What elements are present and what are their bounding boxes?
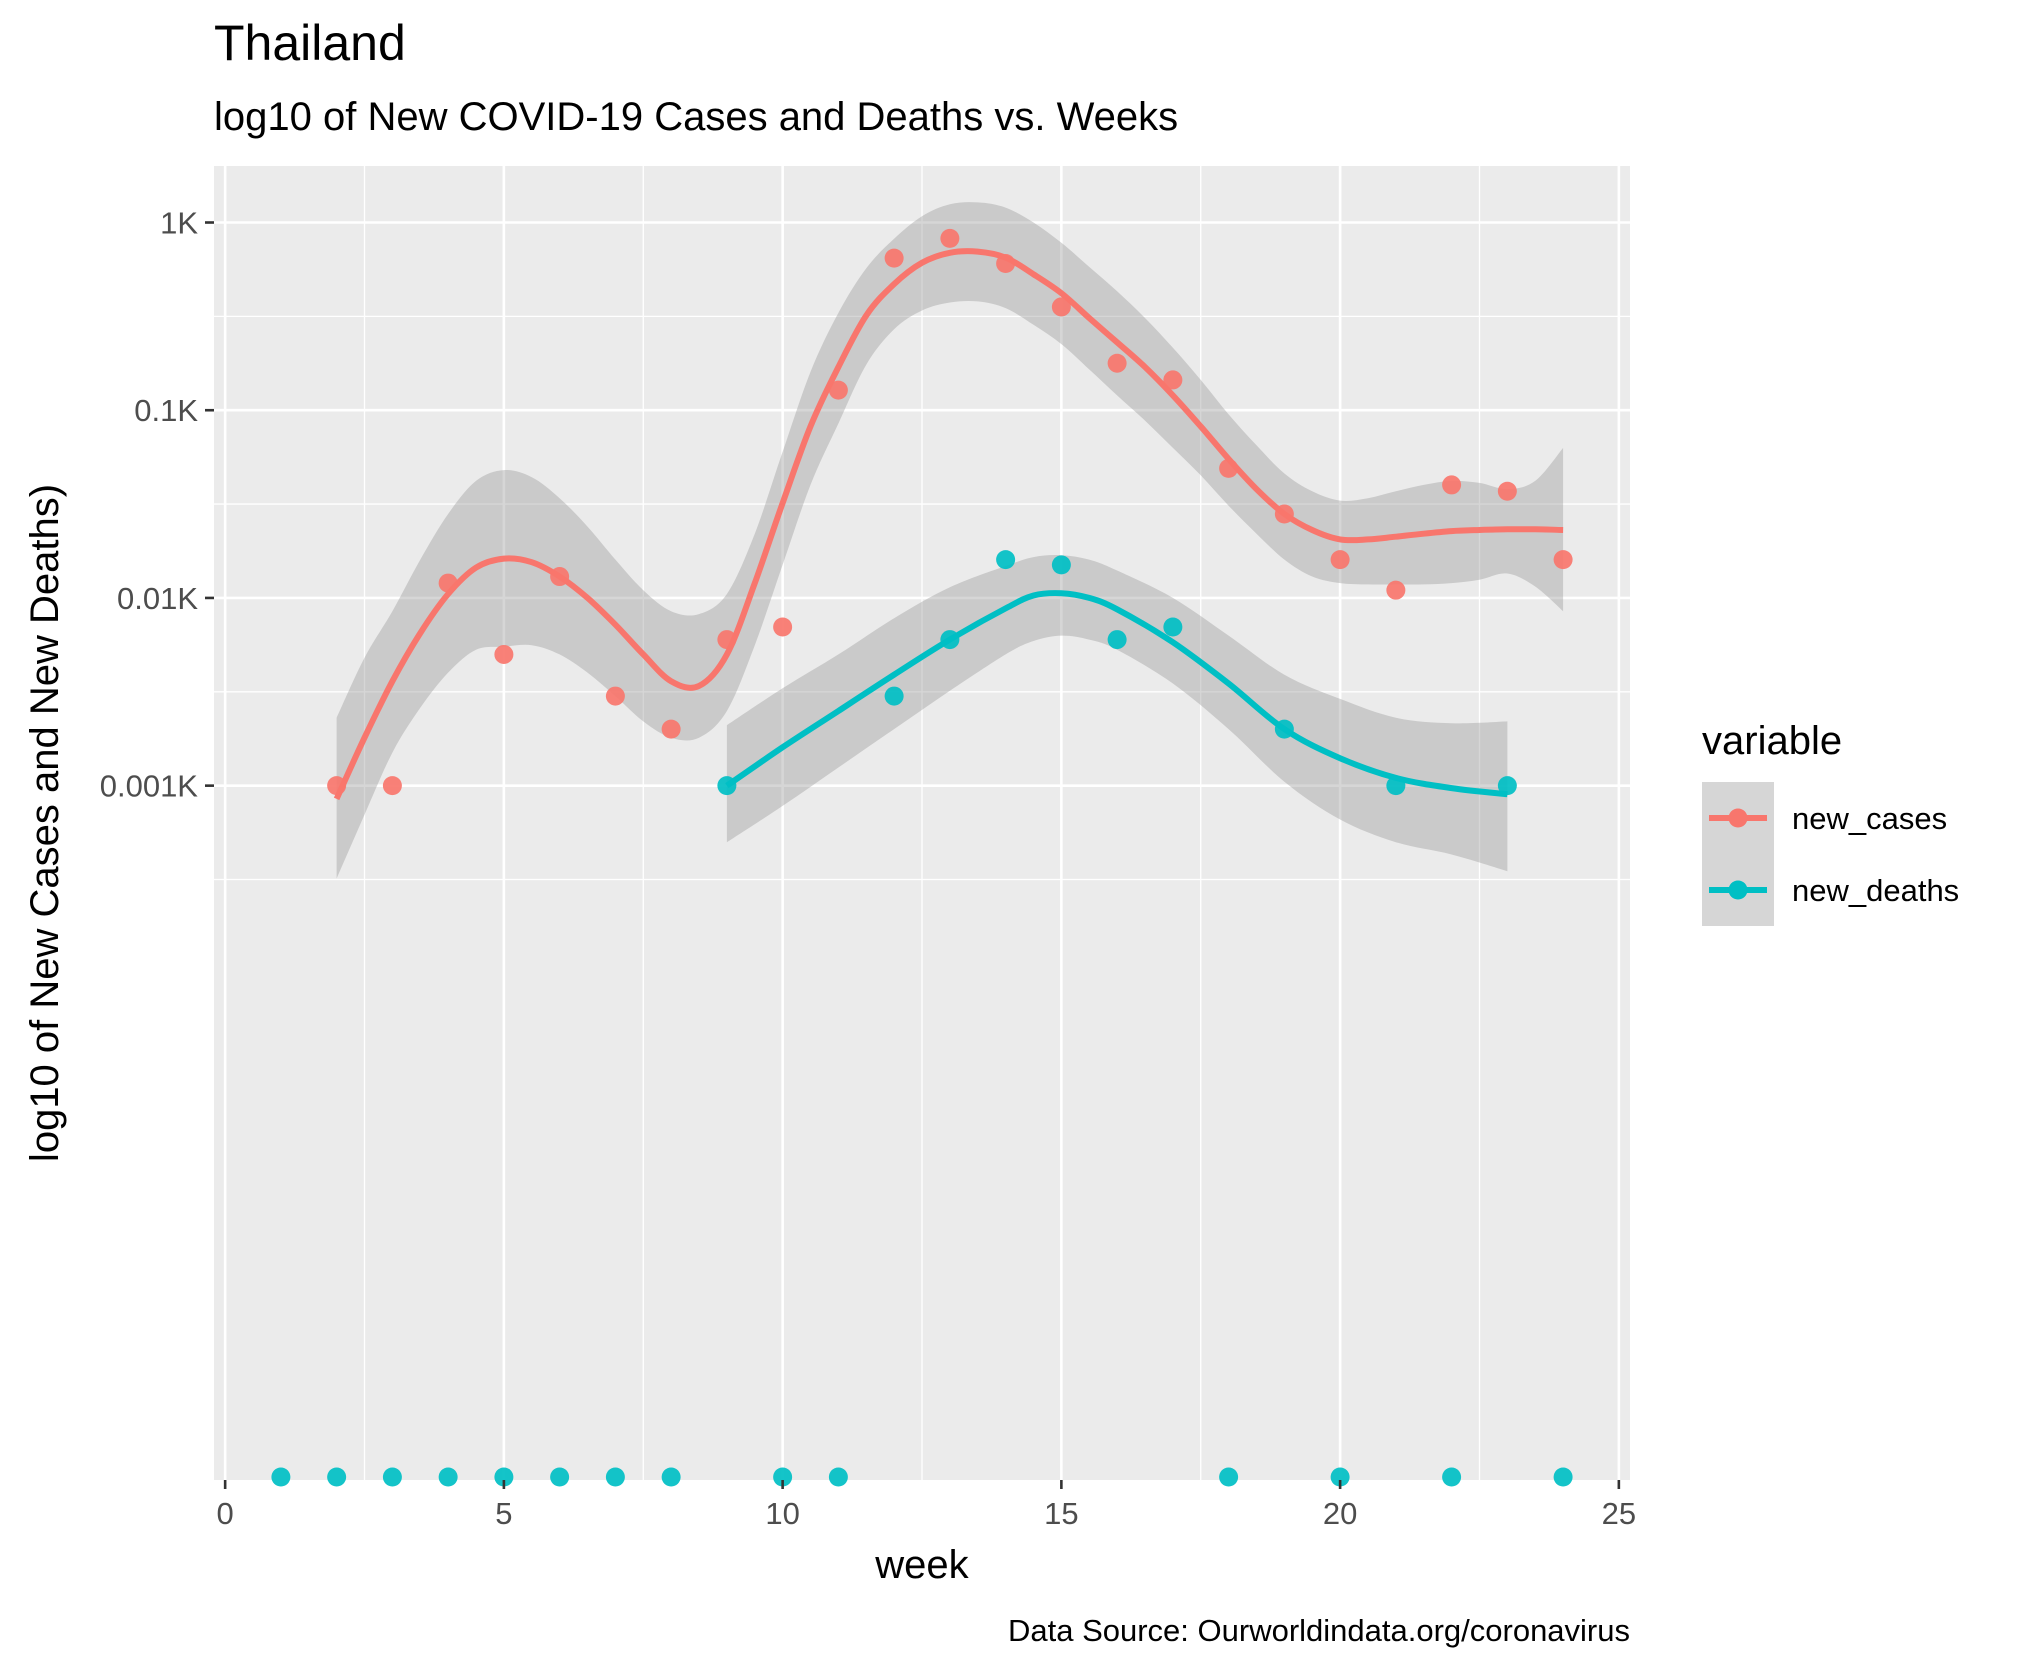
legend-title: variable <box>1702 719 1842 763</box>
smooth-lines <box>333 248 1564 801</box>
y-tick-label: 0.001K <box>100 769 199 804</box>
x-axis-title: week <box>874 1543 969 1587</box>
y-axis: 0.001K 0.01K 0.1K 1K <box>100 206 214 804</box>
new_cases-point <box>605 686 625 706</box>
new_cases-point <box>1219 458 1239 478</box>
new_cases-point <box>773 617 793 637</box>
new_cases-point <box>1107 353 1127 373</box>
new_cases-point <box>494 644 514 664</box>
new_cases-point <box>884 248 904 268</box>
new_cases-legend-label: new_cases <box>1792 801 1947 836</box>
data-points <box>271 228 1573 1487</box>
y-tick-label: 1K <box>160 206 198 241</box>
new_deaths-point <box>884 686 904 706</box>
new_deaths-point <box>773 1467 793 1487</box>
new_deaths-point <box>1051 555 1071 575</box>
new_deaths-legend-point <box>1728 880 1748 900</box>
new_deaths-point <box>605 1467 625 1487</box>
y-tick-label: 0.1K <box>134 393 198 428</box>
data-source-caption: Data Source: Ourworldindata.org/coronavi… <box>1008 1613 1630 1648</box>
new_deaths-point <box>828 1467 848 1487</box>
x-tick-label: 20 <box>1323 1496 1357 1531</box>
x-tick-label: 0 <box>217 1496 234 1531</box>
y-axis-title: log10 of New Cases and New Deaths) <box>23 484 67 1162</box>
new_cases-point <box>1274 504 1294 524</box>
new_deaths-point <box>1442 1467 1462 1487</box>
new_cases-point <box>661 719 681 739</box>
chart-title: Thailand <box>214 15 406 71</box>
major-grid <box>214 166 1630 1480</box>
new_deaths-point <box>271 1467 291 1487</box>
new_cases-point <box>717 630 737 650</box>
confidence-bands <box>336 202 1564 879</box>
new_cases-point <box>1553 550 1573 570</box>
new_deaths-point <box>717 776 737 796</box>
new_cases-point <box>327 776 347 796</box>
new_deaths-point <box>1553 1467 1573 1487</box>
new_cases-point <box>550 567 570 587</box>
new_cases-point <box>1330 550 1350 570</box>
new_cases-point <box>382 776 402 796</box>
new_cases-point <box>828 380 848 400</box>
new_deaths-point <box>1219 1467 1239 1487</box>
new_deaths-point <box>1386 776 1406 796</box>
legend: variable new_cases new_deaths <box>1702 719 1959 926</box>
x-tick-label: 15 <box>1044 1496 1078 1531</box>
new_deaths-point <box>550 1467 570 1487</box>
minor-grid <box>214 166 1630 1480</box>
new_cases-point <box>1442 475 1462 495</box>
chart-subtitle: log10 of New COVID-19 Cases and Deaths v… <box>214 95 1178 139</box>
y-tick-label: 0.01K <box>117 581 198 616</box>
new_deaths-point <box>1497 776 1517 796</box>
new_cases-point <box>1163 370 1183 390</box>
new_deaths-legend-label: new_deaths <box>1792 873 1959 908</box>
new_deaths-confidence-band <box>726 555 1508 872</box>
new_cases-legend-point <box>1728 808 1748 828</box>
new_deaths-smooth-line <box>725 590 1508 798</box>
new_deaths-point <box>661 1467 681 1487</box>
new_cases-point <box>1497 481 1517 501</box>
new_cases-point <box>438 573 458 593</box>
new_cases-point <box>996 253 1016 273</box>
x-tick-label: 5 <box>495 1496 512 1531</box>
new_cases-point <box>1051 297 1071 317</box>
new_deaths-point <box>1163 617 1183 637</box>
new_deaths-point <box>996 550 1016 570</box>
new_cases-confidence-band <box>336 202 1564 879</box>
new_deaths-point <box>438 1467 458 1487</box>
x-tick-label: 25 <box>1602 1496 1636 1531</box>
new_deaths-point <box>494 1467 514 1487</box>
new_deaths-point <box>1107 630 1127 650</box>
new_deaths-point <box>327 1467 347 1487</box>
new_cases-point <box>940 228 960 248</box>
x-axis: 0 5 10 15 20 25 <box>217 1480 1636 1531</box>
new_deaths-point <box>1330 1467 1350 1487</box>
new_deaths-point <box>940 630 960 650</box>
new_deaths-point <box>382 1467 402 1487</box>
x-tick-label: 10 <box>765 1496 799 1531</box>
new_deaths-point <box>1274 719 1294 739</box>
new_cases-smooth-line <box>333 248 1564 801</box>
new_cases-point <box>1386 580 1406 600</box>
